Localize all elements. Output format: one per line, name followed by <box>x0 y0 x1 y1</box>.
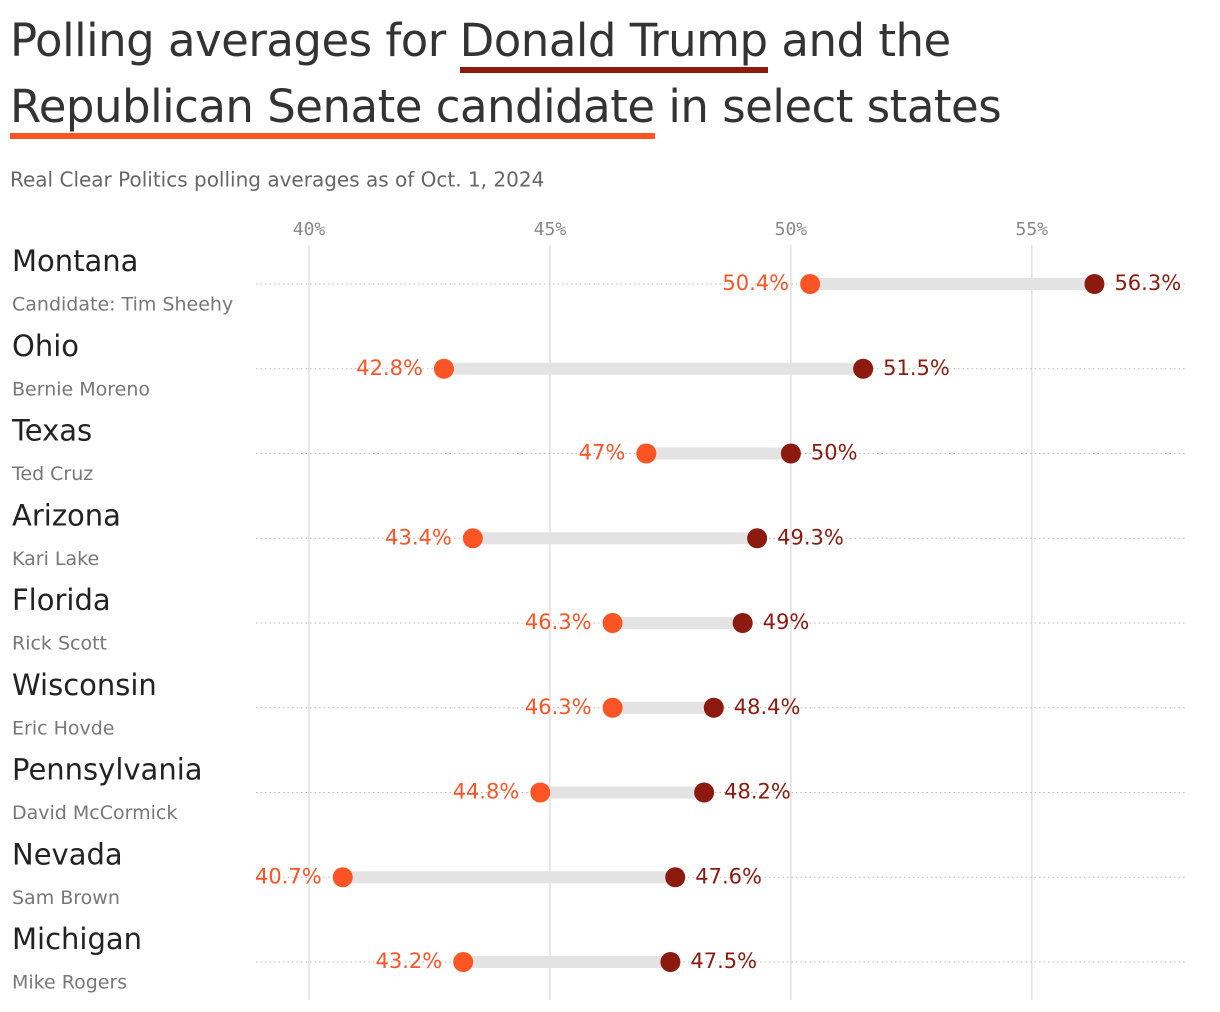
value-label: 49% <box>763 610 810 634</box>
candidate-label: Candidate: Tim Sheehy <box>12 294 233 316</box>
state-label: Michigan <box>12 922 142 956</box>
candidate-label: Ted Cruz <box>11 463 93 485</box>
state-label: Pennsylvania <box>12 753 203 787</box>
subtitle: Real Clear Politics polling averages as … <box>10 168 544 192</box>
dot <box>665 867 686 888</box>
value-label: 42.8% <box>356 356 423 380</box>
value-label: 47% <box>579 441 626 465</box>
state-label: Ohio <box>12 329 79 363</box>
candidate-label: David McCormick <box>12 802 177 824</box>
value-label: 40.7% <box>255 864 322 888</box>
value-label: 48.4% <box>734 695 801 719</box>
x-tick-label: 40% <box>293 219 326 240</box>
value-label: 50% <box>811 441 858 465</box>
value-label: 48.2% <box>724 780 791 804</box>
dot <box>1084 274 1105 294</box>
value-label: 43.4% <box>385 525 452 549</box>
title-text: in select states <box>668 80 1002 133</box>
dot <box>602 697 623 718</box>
dot <box>332 867 353 888</box>
dot <box>703 697 724 718</box>
value-label: 44.8% <box>453 780 520 804</box>
dot <box>636 443 657 464</box>
state-label: Montana <box>12 244 138 278</box>
dot <box>800 274 821 294</box>
candidate-label: Kari Lake <box>12 548 99 570</box>
title-text: Polling averages for <box>10 14 446 67</box>
dot <box>747 528 768 549</box>
dot <box>462 528 483 549</box>
dot <box>732 613 753 633</box>
value-label: 47.6% <box>695 864 762 888</box>
dot <box>453 952 474 972</box>
candidate-label: Rick Scott <box>12 633 107 655</box>
state-label: Wisconsin <box>12 668 157 702</box>
value-label: 56.3% <box>1114 271 1181 295</box>
x-tick-label: 50% <box>775 219 808 240</box>
state-label: Arizona <box>12 498 121 532</box>
value-label: 51.5% <box>883 356 950 380</box>
value-label: 46.3% <box>525 695 592 719</box>
dot <box>694 782 715 803</box>
dot <box>853 358 874 379</box>
state-label: Nevada <box>12 837 123 871</box>
value-label: 47.5% <box>690 949 757 973</box>
legend-entry: Donald Trump <box>459 14 768 73</box>
state-label: Texas <box>11 414 92 448</box>
dot <box>780 443 801 464</box>
dot <box>660 952 681 972</box>
candidate-label: Eric Hovde <box>12 717 115 739</box>
dot <box>602 613 623 633</box>
title-text: and the <box>781 14 951 67</box>
x-tick-label: 45% <box>534 219 567 240</box>
chart-title: Polling averages for Donald Trump and th… <box>10 8 1002 140</box>
state-label: Florida <box>12 583 111 617</box>
candidate-label: Sam Brown <box>12 887 120 909</box>
value-label: 50.4% <box>722 271 789 295</box>
candidate-label: Bernie Moreno <box>12 378 150 400</box>
value-label: 46.3% <box>525 610 592 634</box>
candidate-label: Mike Rogers <box>12 972 127 994</box>
dot <box>433 358 454 379</box>
legend-entry: Republican Senate candidate <box>10 80 655 139</box>
value-label: 49.3% <box>777 525 844 549</box>
x-tick-label: 55% <box>1016 219 1049 240</box>
value-label: 43.2% <box>375 949 442 973</box>
dot <box>530 782 551 803</box>
